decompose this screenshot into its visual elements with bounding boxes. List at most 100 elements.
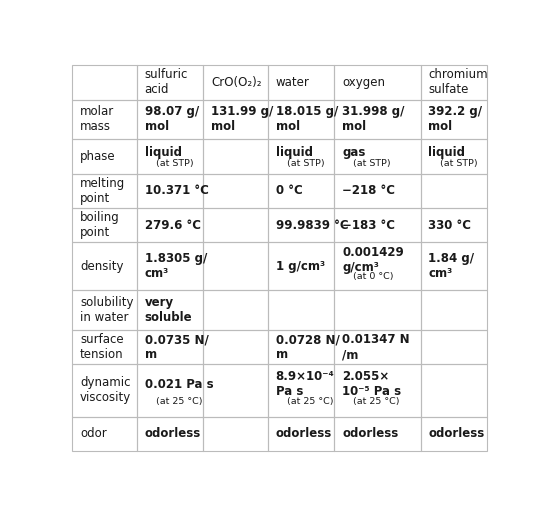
Text: solubility
in water: solubility in water: [80, 296, 134, 324]
Bar: [137, 330, 204, 364]
Text: 131.99 g/
mol: 131.99 g/ mol: [211, 105, 274, 133]
Text: (at STP): (at STP): [440, 159, 478, 169]
Text: surface
tension: surface tension: [80, 333, 124, 361]
Bar: [204, 242, 268, 290]
Bar: [334, 208, 421, 242]
Bar: [204, 290, 268, 330]
Text: odorless: odorless: [342, 427, 398, 440]
Bar: [421, 416, 487, 451]
Text: −183 °C: −183 °C: [342, 219, 395, 231]
Bar: [204, 416, 268, 451]
Text: (at STP): (at STP): [353, 159, 391, 169]
Bar: [421, 65, 487, 100]
Text: 1 g/cm³: 1 g/cm³: [276, 260, 325, 273]
Bar: [137, 100, 204, 140]
Text: 1.84 g/
cm³: 1.84 g/ cm³: [429, 252, 474, 280]
Bar: [137, 242, 204, 290]
Text: 0.0728 N/
m: 0.0728 N/ m: [276, 333, 340, 361]
Bar: [73, 364, 137, 416]
Bar: [421, 208, 487, 242]
Text: odorless: odorless: [429, 427, 485, 440]
Bar: [334, 290, 421, 330]
Bar: [204, 174, 268, 208]
Bar: [73, 140, 137, 174]
Text: 8.9×10⁻⁴
Pa s: 8.9×10⁻⁴ Pa s: [276, 370, 334, 398]
Text: gas: gas: [342, 146, 365, 159]
Text: dynamic
viscosity: dynamic viscosity: [80, 377, 132, 404]
Bar: [334, 174, 421, 208]
Text: 0.001429
g/cm³: 0.001429 g/cm³: [342, 246, 403, 274]
Text: (at 0 °C): (at 0 °C): [353, 272, 394, 281]
Bar: [268, 242, 334, 290]
Bar: [268, 140, 334, 174]
Bar: [268, 100, 334, 140]
Bar: [421, 290, 487, 330]
Text: 31.998 g/
mol: 31.998 g/ mol: [342, 105, 405, 133]
Bar: [421, 364, 487, 416]
Text: odorless: odorless: [276, 427, 332, 440]
Text: liquid: liquid: [145, 146, 182, 159]
Text: water: water: [276, 76, 310, 89]
Bar: [204, 364, 268, 416]
Bar: [204, 140, 268, 174]
Bar: [73, 65, 137, 100]
Text: (at STP): (at STP): [287, 159, 325, 169]
Text: 1.8305 g/
cm³: 1.8305 g/ cm³: [145, 252, 207, 280]
Bar: [73, 330, 137, 364]
Bar: [73, 208, 137, 242]
Text: 10.371 °C: 10.371 °C: [145, 184, 209, 197]
Text: liquid: liquid: [429, 146, 465, 159]
Bar: [334, 65, 421, 100]
Text: (at 25 °C): (at 25 °C): [353, 398, 400, 406]
Text: 0.021 Pa s: 0.021 Pa s: [145, 378, 213, 390]
Text: melting
point: melting point: [80, 177, 126, 205]
Bar: [137, 290, 204, 330]
Text: −218 °C: −218 °C: [342, 184, 395, 197]
Bar: [268, 174, 334, 208]
Text: 2.055×
10⁻⁵ Pa s: 2.055× 10⁻⁵ Pa s: [342, 370, 401, 398]
Text: 0.0735 N/
m: 0.0735 N/ m: [145, 333, 209, 361]
Text: oxygen: oxygen: [342, 76, 385, 89]
Bar: [421, 174, 487, 208]
Bar: [204, 208, 268, 242]
Bar: [334, 330, 421, 364]
Bar: [73, 290, 137, 330]
Text: odor: odor: [80, 427, 107, 440]
Bar: [73, 416, 137, 451]
Text: chromium
sulfate: chromium sulfate: [429, 68, 488, 97]
Bar: [204, 330, 268, 364]
Text: (at STP): (at STP): [156, 159, 194, 169]
Bar: [268, 364, 334, 416]
Text: liquid: liquid: [276, 146, 313, 159]
Bar: [137, 208, 204, 242]
Bar: [73, 174, 137, 208]
Text: 330 °C: 330 °C: [429, 219, 471, 231]
Bar: [137, 65, 204, 100]
Bar: [268, 65, 334, 100]
Bar: [73, 242, 137, 290]
Bar: [268, 416, 334, 451]
Text: CrO(O₂)₂: CrO(O₂)₂: [211, 76, 262, 89]
Bar: [334, 100, 421, 140]
Text: 99.9839 °C: 99.9839 °C: [276, 219, 348, 231]
Text: boiling
point: boiling point: [80, 211, 120, 239]
Bar: [421, 330, 487, 364]
Text: molar
mass: molar mass: [80, 105, 114, 133]
Text: sulfuric
acid: sulfuric acid: [145, 68, 188, 97]
Text: (at 25 °C): (at 25 °C): [156, 398, 203, 406]
Text: 392.2 g/
mol: 392.2 g/ mol: [429, 105, 483, 133]
Bar: [204, 100, 268, 140]
Text: 0.01347 N
/m: 0.01347 N /m: [342, 333, 410, 361]
Bar: [334, 416, 421, 451]
Text: 279.6 °C: 279.6 °C: [145, 219, 201, 231]
Text: phase: phase: [80, 150, 116, 163]
Text: 0 °C: 0 °C: [276, 184, 302, 197]
Bar: [73, 100, 137, 140]
Bar: [268, 330, 334, 364]
Text: 98.07 g/
mol: 98.07 g/ mol: [145, 105, 199, 133]
Text: (at 25 °C): (at 25 °C): [287, 398, 334, 406]
Bar: [137, 364, 204, 416]
Text: odorless: odorless: [145, 427, 201, 440]
Bar: [421, 140, 487, 174]
Bar: [137, 174, 204, 208]
